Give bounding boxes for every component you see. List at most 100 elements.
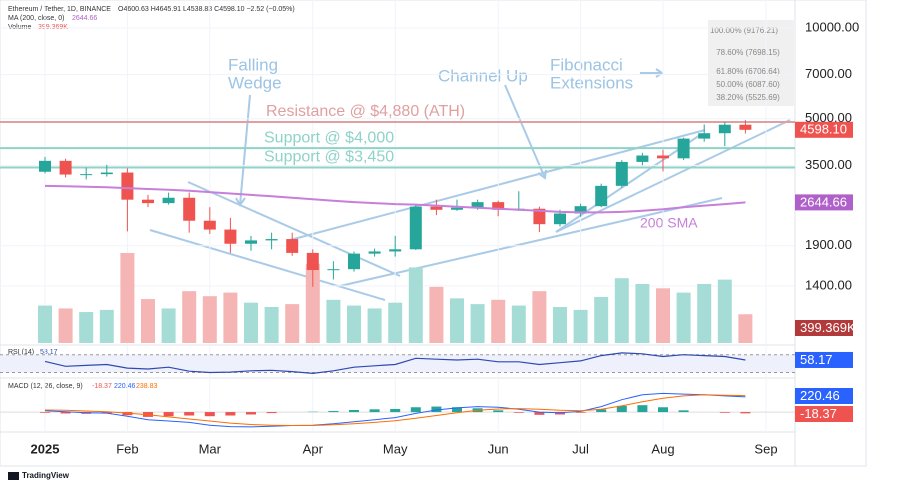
macd-hist bbox=[431, 406, 442, 413]
annotation: Fibonacci bbox=[550, 55, 623, 74]
candle-body bbox=[657, 155, 669, 159]
macd-hist bbox=[328, 411, 339, 413]
macd-hist bbox=[534, 412, 545, 415]
level-label: Resistance @ $4,880 (ATH) bbox=[266, 103, 465, 120]
volume-bar bbox=[450, 298, 464, 343]
fib-label: 38.20% (5525.69) bbox=[716, 93, 780, 102]
price-badge-label: 58.17 bbox=[800, 352, 833, 367]
candle-body bbox=[327, 269, 340, 271]
volume-bar bbox=[285, 304, 300, 343]
volume-bar bbox=[79, 312, 94, 343]
candle-body bbox=[121, 172, 134, 200]
x-tick-label: Jun bbox=[488, 441, 509, 456]
candle-body bbox=[636, 155, 649, 162]
volume-bar bbox=[408, 267, 423, 343]
macd-hist bbox=[390, 408, 401, 413]
volume-bar bbox=[429, 286, 444, 343]
x-tick-label: Mar bbox=[199, 441, 222, 456]
level-label: Support @ $3,450 bbox=[264, 149, 394, 166]
macd-hist bbox=[349, 410, 359, 413]
y-tick-label: 1400.00 bbox=[805, 277, 852, 292]
candle-body bbox=[39, 160, 51, 172]
volume-bar bbox=[656, 288, 670, 343]
macd-hist bbox=[40, 412, 50, 413]
volume-bar bbox=[264, 307, 279, 343]
y-tick-label: 3500.00 bbox=[805, 157, 852, 172]
x-tick-label: Sep bbox=[754, 441, 777, 456]
price-badge-label: 220.46 bbox=[800, 388, 840, 403]
macd-title-value: 238.83 bbox=[136, 383, 158, 390]
annotation: Channel Up bbox=[438, 66, 528, 85]
x-tick-label: Aug bbox=[651, 441, 674, 456]
candle-body bbox=[100, 172, 113, 175]
candle-body bbox=[389, 249, 402, 252]
annotation: Extensions bbox=[550, 73, 633, 92]
brand: TradingView bbox=[22, 471, 70, 480]
macd-hist bbox=[266, 412, 277, 414]
macd-hist bbox=[452, 407, 462, 413]
fib-label: 78.60% (7698.15) bbox=[716, 48, 780, 57]
rsi-title-value: 58.17 bbox=[40, 349, 58, 356]
volume-bar bbox=[58, 308, 73, 343]
ma-value: 2644.66 bbox=[72, 15, 97, 22]
fib-label: 100.00% (9176.21) bbox=[710, 26, 778, 35]
candle-body bbox=[492, 202, 505, 210]
candle-body bbox=[451, 207, 463, 210]
price-badge bbox=[795, 406, 853, 422]
x-tick-label: Apr bbox=[303, 441, 324, 456]
candle-body bbox=[162, 197, 175, 204]
macd-hist bbox=[616, 405, 627, 413]
volume-bar bbox=[347, 305, 361, 343]
price-badge bbox=[795, 121, 853, 138]
candle-body bbox=[245, 240, 257, 244]
macd-hist bbox=[658, 407, 668, 413]
volume-bar bbox=[697, 283, 712, 343]
price-badge bbox=[795, 194, 853, 211]
price-badge bbox=[795, 320, 853, 336]
candle-body bbox=[183, 197, 196, 221]
volume-bar bbox=[182, 291, 197, 343]
macd-hist bbox=[719, 412, 730, 413]
candle-body bbox=[471, 202, 484, 208]
volume-bar bbox=[388, 302, 403, 343]
volume-bar bbox=[635, 283, 650, 343]
y-tick-label: 10000.00 bbox=[805, 19, 859, 34]
candle-body bbox=[203, 220, 216, 230]
x-tick-label: 2025 bbox=[31, 441, 60, 456]
price-badge bbox=[795, 351, 853, 368]
candle-body bbox=[615, 161, 628, 186]
candle-body bbox=[409, 206, 422, 250]
price-badge-label: -18.37 bbox=[800, 406, 837, 421]
candle-body bbox=[739, 124, 752, 130]
candle-body bbox=[533, 208, 546, 225]
macd-hist bbox=[513, 412, 524, 413]
candle-body bbox=[80, 174, 93, 176]
macd-hist bbox=[225, 412, 236, 416]
candle-body bbox=[348, 253, 360, 270]
volume-bar bbox=[161, 308, 176, 343]
volume-bar bbox=[223, 292, 238, 343]
volume-bar bbox=[532, 291, 547, 343]
level-label: Support @ $4,000 bbox=[264, 129, 394, 146]
ma-legend: MA (200, close, 0) bbox=[8, 15, 64, 22]
volume-bar bbox=[305, 263, 320, 343]
ma-annotation: 200 SMA bbox=[640, 215, 698, 231]
ohlc: O4600.63 H4645.91 L4538.83 C4598.10 −2.5… bbox=[118, 6, 295, 13]
macd-hist bbox=[60, 412, 71, 414]
fib-label: 61.80% (6706.64) bbox=[716, 67, 780, 76]
volume-bar bbox=[717, 279, 732, 343]
y-tick-label: 7000.00 bbox=[805, 66, 852, 81]
macd-hist bbox=[493, 410, 504, 413]
volume-bar bbox=[141, 299, 155, 343]
macd-title-value: -18.37 bbox=[92, 383, 112, 390]
symbol: Ethereum / Tether, 1D, BINANCE bbox=[8, 6, 111, 13]
macd-title-value: 220.46 bbox=[114, 383, 136, 390]
signal-line bbox=[44, 394, 746, 426]
macd-hist bbox=[637, 405, 648, 413]
volume-bar bbox=[470, 304, 485, 343]
brand-logo bbox=[8, 472, 19, 480]
candle-body bbox=[265, 239, 278, 241]
candle-body bbox=[286, 239, 299, 253]
volume-bar bbox=[738, 314, 753, 343]
